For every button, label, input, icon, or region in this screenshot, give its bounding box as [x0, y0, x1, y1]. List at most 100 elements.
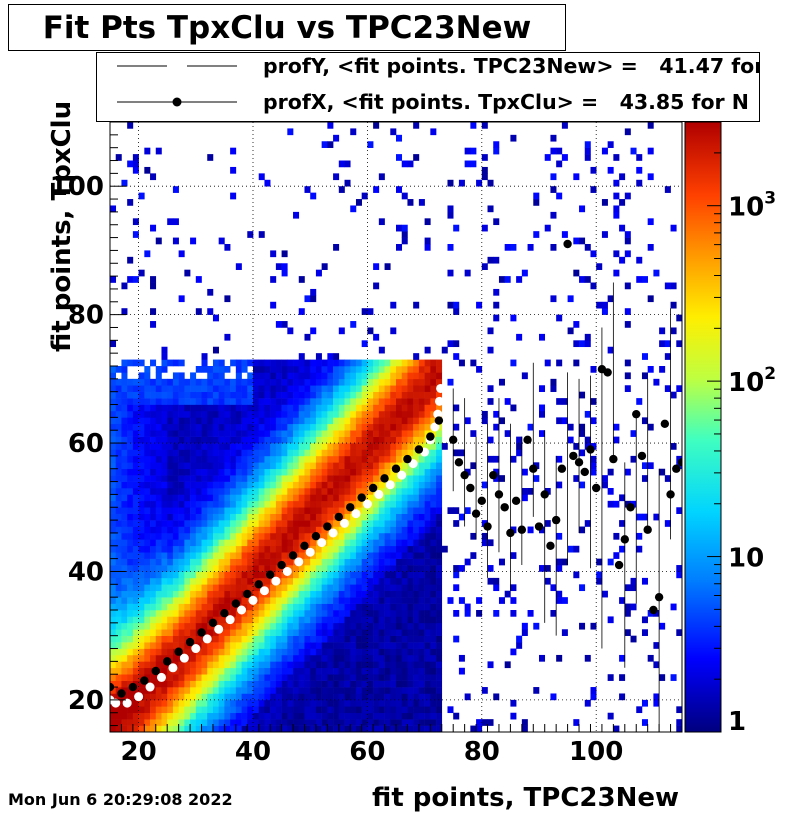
- heatmap-cell: [327, 494, 334, 502]
- heatmap-cell: [178, 462, 185, 470]
- heatmap-cell: [373, 654, 380, 662]
- heatmap-cell: [384, 526, 391, 534]
- heatmap-cell: [253, 622, 260, 630]
- heatmap-cell: [350, 667, 357, 675]
- heatmap-cell: [264, 385, 271, 392]
- heatmap-cell: [304, 725, 311, 732]
- heatmap-cell: [350, 590, 357, 598]
- heatmap-cell: [110, 526, 117, 534]
- heatmap-cell: [579, 584, 586, 592]
- heatmap-cell: [327, 141, 334, 148]
- heatmap-cell: [247, 443, 254, 450]
- heatmap-cell: [510, 134, 517, 142]
- heatmap-cell: [258, 539, 265, 547]
- heatmap-cell: [230, 571, 237, 579]
- heatmap-cell: [544, 154, 551, 161]
- heatmap-cell: [327, 712, 334, 720]
- heatmap-cell: [235, 481, 242, 489]
- heatmap-cell: [333, 597, 340, 604]
- heatmap-cell: [298, 520, 305, 527]
- heatmap-cell: [264, 366, 271, 373]
- heatmap-cell: [361, 674, 368, 681]
- heatmap-cell: [453, 635, 460, 643]
- heatmap-cell: [310, 577, 317, 585]
- heatmap-cell: [407, 661, 414, 669]
- heatmap-cell: [207, 603, 214, 611]
- heatmap-cell: [275, 603, 282, 611]
- heatmap-cell: [424, 475, 431, 482]
- heatmap-cell: [178, 565, 185, 572]
- heatmap-cell: [321, 597, 328, 604]
- heatmap-cell: [150, 430, 157, 437]
- heatmap-cell: [401, 366, 408, 373]
- heatmap-cell: [504, 430, 511, 437]
- heatmap-cell: [195, 565, 202, 572]
- heatmap-cell: [350, 654, 357, 662]
- heatmap-cell: [178, 430, 185, 437]
- heatmap-cell: [167, 577, 174, 585]
- heatmap-cell: [275, 443, 282, 450]
- heatmap-cell: [235, 558, 242, 566]
- heatmap-cell: [230, 166, 237, 174]
- heatmap-cell: [436, 603, 443, 611]
- heatmap-cell: [138, 488, 145, 495]
- heatmap-cell: [413, 398, 420, 405]
- heatmap-cell: [207, 712, 214, 720]
- heatmap-cell: [178, 719, 185, 726]
- heatmap-cell: [167, 635, 174, 643]
- heatmap-cell: [258, 648, 265, 656]
- heatmap-cell: [201, 661, 208, 669]
- heatmap-cell: [373, 372, 380, 380]
- heatmap-cell: [275, 545, 282, 553]
- heatmap-cell: [275, 661, 282, 669]
- heatmap-cell: [132, 443, 139, 450]
- heatmap-cell: [121, 385, 128, 392]
- heatmap-cell: [487, 327, 494, 335]
- heatmap-cell: [258, 481, 265, 489]
- heatmap-cell: [201, 680, 208, 688]
- heatmap-cell: [235, 462, 242, 470]
- heatmap-cell: [235, 455, 242, 463]
- heatmap-cell: [373, 468, 380, 476]
- heatmap-cell: [167, 642, 174, 649]
- heatmap-cell: [436, 475, 443, 482]
- heatmap-cell: [315, 648, 322, 656]
- heatmap-cell: [321, 462, 328, 470]
- heatmap-cell: [396, 629, 403, 636]
- heatmap-cell: [150, 584, 157, 592]
- heatmap-cell: [178, 417, 185, 425]
- heatmap-cell: [224, 712, 231, 720]
- heatmap-cell: [619, 256, 626, 264]
- heatmap-cell: [464, 160, 471, 168]
- heatmap-cell: [418, 507, 425, 514]
- heatmap-cell: [121, 449, 128, 457]
- heatmap-cell: [579, 622, 586, 630]
- heatmap-cell: [498, 597, 505, 604]
- heatmap-cell: [155, 629, 162, 636]
- heatmap-cell: [167, 359, 174, 367]
- heatmap-cell: [510, 552, 517, 559]
- heatmap-cell: [424, 680, 431, 688]
- heatmap-cell: [224, 366, 231, 373]
- heatmap-cell: [270, 488, 277, 495]
- heatmap-cell: [355, 661, 362, 669]
- heatmap-cell: [155, 398, 162, 405]
- heatmap-cell: [321, 513, 328, 521]
- heatmap-cell: [384, 468, 391, 476]
- heatmap-cell: [247, 699, 254, 707]
- heatmap-cell: [264, 449, 271, 457]
- heatmap-cell: [430, 378, 437, 386]
- heatmap-cell: [218, 443, 225, 450]
- heatmap-cell: [401, 430, 408, 437]
- heatmap-cell: [436, 622, 443, 630]
- heatmap-cell: [470, 160, 477, 168]
- heatmap-cell: [390, 693, 397, 701]
- heatmap-cell: [201, 526, 208, 534]
- heatmap-cell: [298, 507, 305, 514]
- heatmap-cell: [258, 654, 265, 662]
- heatmap-cell: [298, 359, 305, 367]
- heatmap-cell: [184, 455, 191, 463]
- heatmap-cell: [436, 545, 443, 553]
- heatmap-cell: [476, 597, 483, 604]
- heatmap-cell: [127, 539, 134, 547]
